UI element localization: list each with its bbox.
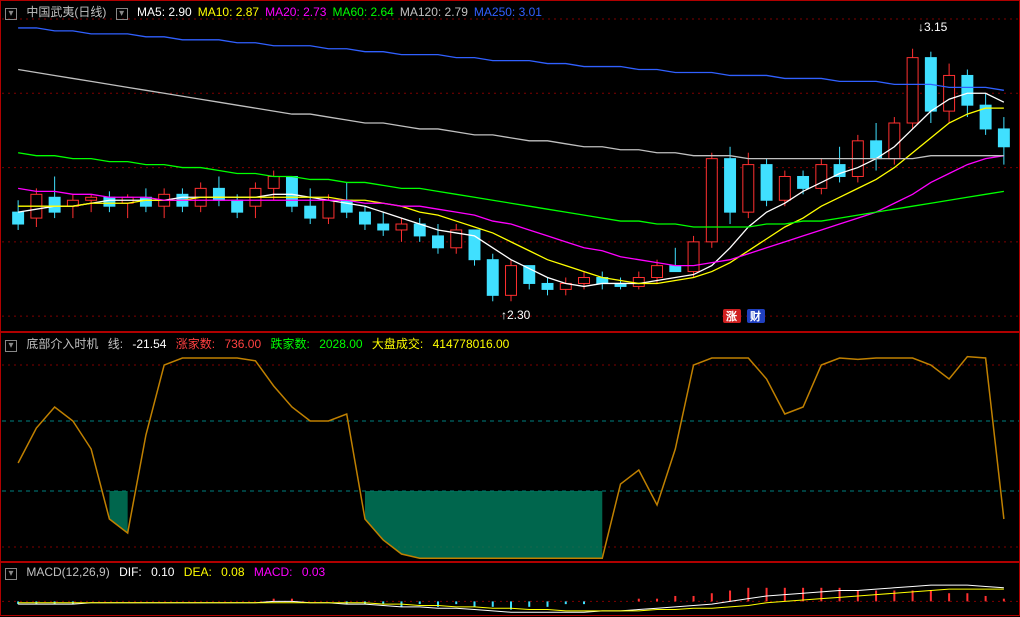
ma-label: MA120: 2.79 xyxy=(400,5,468,19)
macd-panel: ▾ MACD(12,26,9) DIF: 0.10 DEA: 0.08 MACD… xyxy=(0,562,1020,616)
toggle-icon[interactable]: ▾ xyxy=(5,340,17,352)
macd-label: DIF: xyxy=(119,565,142,579)
toggle-icon[interactable]: ▾ xyxy=(116,8,128,20)
ind-label: 大盘成交: xyxy=(372,337,423,351)
svg-text:涨: 涨 xyxy=(726,309,737,323)
indicator-header: ▾ 底部介入时机 线: -21.54 涨家数: 736.00 跌家数: 2028… xyxy=(5,335,521,352)
svg-text:财: 财 xyxy=(749,309,761,323)
main-chart-header: ▾ 中国武夷(日线) ▾ MA5: 2.90 MA10: 2.87 MA20: 2.… xyxy=(5,3,554,20)
ind-label: 414778016.00 xyxy=(433,337,510,351)
indicator-panel: ▾ 底部介入时机 线: -21.54 涨家数: 736.00 跌家数: 2028… xyxy=(0,332,1020,562)
ma-label: MA20: 2.73 xyxy=(265,5,326,19)
indicator-chart[interactable] xyxy=(1,333,1020,563)
toggle-icon[interactable]: ▾ xyxy=(5,8,17,20)
ind-label: 底部介入时机 xyxy=(26,337,98,351)
macd-label: 0.08 xyxy=(221,565,244,579)
ma-label: MA5: 2.90 xyxy=(137,5,192,19)
svg-text:↓3.15: ↓3.15 xyxy=(918,20,948,34)
ind-label: 2028.00 xyxy=(319,337,362,351)
ind-label: -21.54 xyxy=(132,337,166,351)
svg-text:↑2.30: ↑2.30 xyxy=(501,308,531,322)
candlestick-chart[interactable]: ↓3.15 ↑2.30 涨财 xyxy=(1,1,1020,333)
stock-title: 中国武夷(日线) xyxy=(26,5,106,19)
ma-label: MA250: 3.01 xyxy=(474,5,542,19)
macd-label: MACD(12,26,9) xyxy=(26,565,109,579)
macd-label: MACD: xyxy=(254,565,293,579)
ind-label: 跌家数: xyxy=(271,337,310,351)
ind-label: 线: xyxy=(108,337,123,351)
toggle-icon[interactable]: ▾ xyxy=(5,568,17,580)
macd-label: 0.10 xyxy=(151,565,174,579)
ma-label: MA60: 2.64 xyxy=(332,5,393,19)
ind-label: 涨家数: xyxy=(176,337,215,351)
ind-label: 736.00 xyxy=(224,337,261,351)
macd-header: ▾ MACD(12,26,9) DIF: 0.10 DEA: 0.08 MACD… xyxy=(5,565,337,580)
ma-label: MA10: 2.87 xyxy=(198,5,259,19)
main-chart-panel: ▾ 中国武夷(日线) ▾ MA5: 2.90 MA10: 2.87 MA20: 2.… xyxy=(0,0,1020,332)
macd-label: DEA: xyxy=(184,565,212,579)
macd-label: 0.03 xyxy=(302,565,325,579)
